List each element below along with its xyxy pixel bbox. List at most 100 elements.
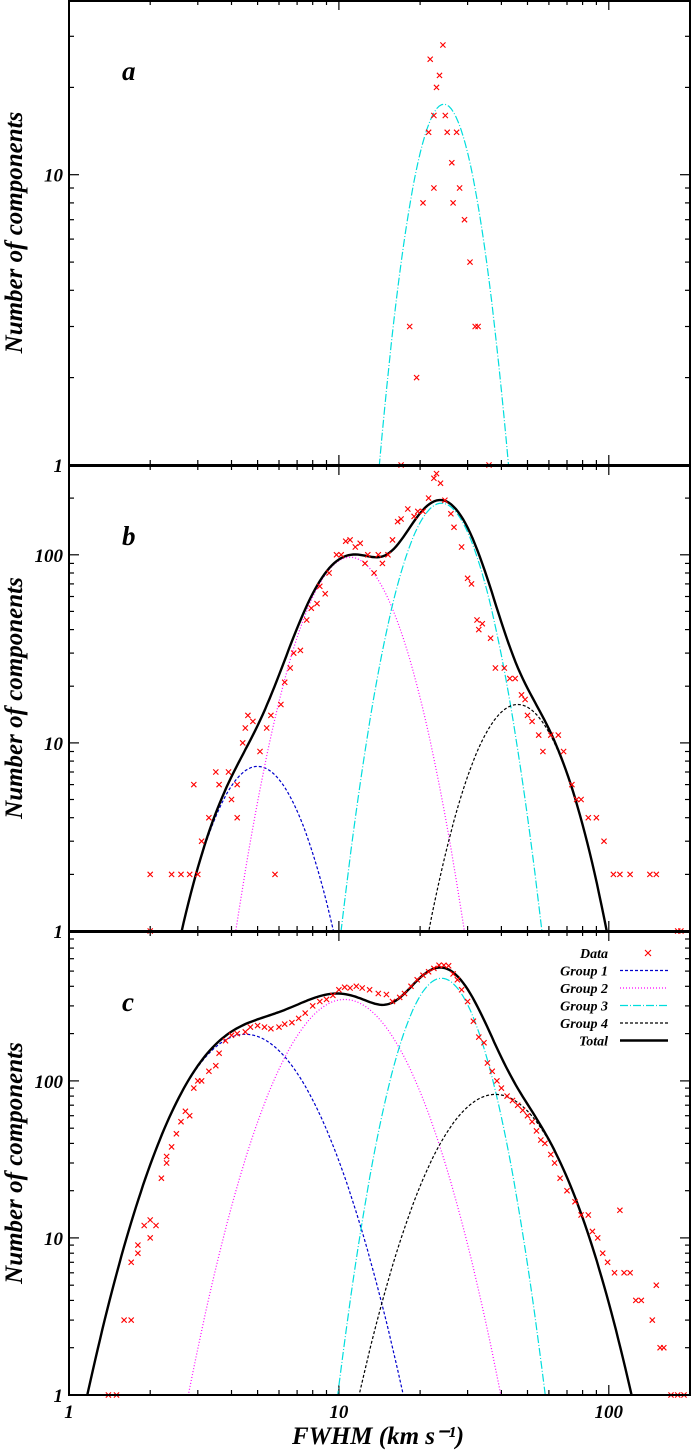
y-tick-label: 10 bbox=[44, 1229, 64, 1250]
data-point bbox=[385, 551, 391, 558]
data-point bbox=[568, 781, 575, 788]
data-point bbox=[522, 696, 529, 703]
data-point bbox=[493, 1077, 500, 1084]
legend-label-g1: Group 1 bbox=[560, 965, 608, 980]
data-point bbox=[357, 540, 364, 547]
data-point bbox=[263, 725, 270, 731]
data-point bbox=[287, 665, 294, 671]
data-point bbox=[479, 620, 486, 627]
data-point bbox=[153, 1222, 159, 1229]
data-point bbox=[302, 1010, 309, 1017]
data-point bbox=[216, 781, 223, 788]
data-point bbox=[341, 984, 348, 991]
y-axis-title: Number of components bbox=[1, 1042, 28, 1285]
data-point bbox=[464, 998, 471, 1005]
data-point bbox=[524, 712, 531, 719]
data-point bbox=[573, 796, 580, 803]
data-point bbox=[335, 986, 342, 993]
fit-curves bbox=[86, 966, 633, 1395]
legend-label-g3: Group 3 bbox=[560, 1000, 608, 1015]
data-point bbox=[128, 1317, 135, 1324]
data-points bbox=[147, 470, 684, 934]
data-point bbox=[163, 1153, 170, 1160]
data-point bbox=[475, 626, 482, 633]
data-point bbox=[649, 1317, 656, 1324]
data-point bbox=[347, 536, 354, 543]
data-point bbox=[433, 470, 440, 477]
data-point bbox=[322, 590, 329, 597]
data-point bbox=[228, 1032, 235, 1039]
data-point bbox=[212, 769, 219, 775]
y-axis-title: Number of components bbox=[1, 577, 28, 820]
data-point bbox=[425, 968, 432, 975]
data-point bbox=[414, 508, 421, 515]
data-point bbox=[604, 1259, 611, 1266]
data-point bbox=[333, 551, 340, 558]
data-point bbox=[448, 159, 455, 166]
y-ticks bbox=[69, 0, 690, 466]
data-point bbox=[535, 732, 542, 739]
data-point bbox=[205, 1068, 212, 1075]
data-point bbox=[501, 665, 508, 671]
y-tick-label: 1 bbox=[54, 1386, 64, 1407]
data-point bbox=[594, 1234, 601, 1241]
data-point bbox=[158, 1175, 165, 1182]
data-point bbox=[389, 998, 396, 1005]
data-point bbox=[440, 962, 447, 969]
data-point bbox=[560, 748, 567, 755]
data-point bbox=[178, 871, 184, 878]
data-point bbox=[585, 1212, 592, 1218]
data-point bbox=[134, 1242, 141, 1249]
data-point bbox=[190, 781, 197, 788]
legend-label-g2: Group 2 bbox=[560, 982, 608, 997]
data-point bbox=[147, 1234, 154, 1241]
data-point bbox=[475, 323, 482, 330]
data-point bbox=[498, 1085, 505, 1092]
total-curve bbox=[180, 498, 608, 931]
panel-label: c bbox=[122, 987, 134, 1017]
data-point bbox=[564, 1187, 570, 1194]
y-axis-title: Number of components bbox=[1, 112, 28, 355]
panel-c: 1 10 100 c Number of components Data Group 1 Gr… bbox=[1, 930, 691, 1407]
x-ticks bbox=[68, 0, 691, 465]
data-point bbox=[186, 1112, 193, 1119]
component-curve-g3 bbox=[378, 103, 510, 465]
fit-curves bbox=[378, 103, 510, 465]
data-point bbox=[456, 185, 463, 191]
legend-label-g4: Group 4 bbox=[560, 1017, 608, 1032]
data-point bbox=[198, 838, 205, 845]
data-point bbox=[398, 516, 405, 522]
data-point bbox=[338, 551, 345, 558]
data-point bbox=[427, 56, 434, 63]
y-tick-label: 1 bbox=[54, 456, 64, 477]
data-point bbox=[529, 718, 536, 725]
data-point bbox=[518, 691, 525, 698]
data-point bbox=[239, 739, 246, 746]
data-point bbox=[420, 508, 426, 515]
data-point bbox=[433, 84, 440, 91]
data-point bbox=[557, 1175, 564, 1182]
data-point bbox=[445, 962, 452, 969]
legend-marker-data bbox=[644, 949, 652, 957]
data-point bbox=[186, 871, 193, 878]
component-curve-g4 bbox=[428, 703, 608, 931]
data-point bbox=[190, 1085, 197, 1092]
data-point bbox=[572, 1198, 578, 1205]
data-point bbox=[247, 1024, 254, 1031]
data-point bbox=[364, 551, 371, 558]
data-point bbox=[234, 781, 241, 788]
data-point bbox=[228, 796, 235, 803]
data-point bbox=[589, 1228, 596, 1235]
data-point bbox=[610, 871, 617, 878]
data-point bbox=[484, 1060, 491, 1066]
data-point bbox=[242, 725, 249, 731]
data-point bbox=[366, 986, 373, 993]
data-point bbox=[492, 665, 499, 671]
data-point bbox=[467, 259, 473, 266]
data-point bbox=[468, 580, 475, 587]
data-point bbox=[611, 1269, 618, 1276]
data-point bbox=[529, 1118, 536, 1125]
panel-b: 1 10 100 b Number of components bbox=[1, 464, 691, 943]
legend: Data Group 1 Group 2 Group 3 Group 4 Total bbox=[560, 947, 668, 1050]
x-ticks bbox=[68, 465, 691, 931]
